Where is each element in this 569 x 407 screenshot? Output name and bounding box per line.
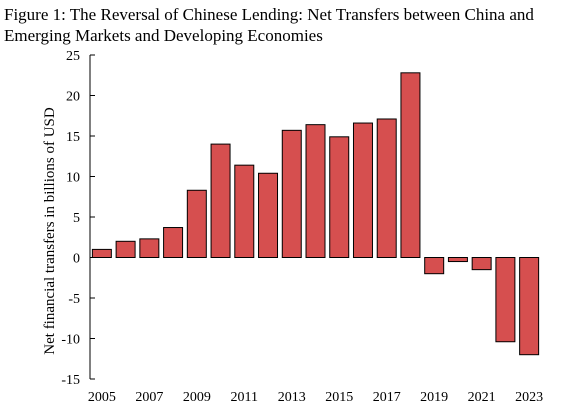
y-tick-label: 5 — [73, 211, 80, 226]
bar-2019 — [424, 257, 445, 275]
y-tick-label: 10 — [66, 171, 80, 186]
x-tick-label: 2007 — [135, 390, 163, 405]
bar-2009 — [186, 189, 207, 259]
bar-2022 — [495, 257, 516, 343]
x-tick-label: 2011 — [231, 390, 258, 405]
bar-2017 — [376, 118, 397, 258]
y-tick-label: 0 — [73, 252, 80, 267]
bar-2006 — [115, 240, 136, 259]
bar-2012 — [258, 172, 279, 258]
bar-2015 — [329, 136, 350, 258]
x-tick-label: 2017 — [373, 390, 401, 405]
bar-2010 — [210, 143, 231, 259]
chart-title: Figure 1: The Reversal of Chinese Lendin… — [4, 5, 534, 45]
bar-2005 — [91, 248, 112, 258]
y-tick-label: 15 — [66, 130, 80, 145]
y-tick-label: 20 — [66, 90, 80, 105]
x-tick-label: 2015 — [325, 390, 353, 405]
bar-2008 — [163, 227, 184, 258]
bar-2023 — [519, 257, 540, 356]
x-tick-label: 2021 — [468, 390, 496, 405]
bar-2014 — [305, 124, 326, 258]
bar-2011 — [234, 164, 255, 258]
bar-2013 — [281, 129, 302, 258]
bar-2018 — [400, 72, 421, 258]
x-tick-label: 2013 — [278, 390, 306, 405]
x-tick-label: 2019 — [420, 390, 448, 405]
y-tick-label: -15 — [61, 373, 80, 388]
y-tick-label: 25 — [66, 49, 80, 64]
bar-2016 — [352, 122, 373, 259]
y-tick-label: -10 — [61, 333, 80, 348]
x-tick-label: 2009 — [183, 390, 211, 405]
x-tick-label: 2005 — [88, 390, 116, 405]
bar-2020 — [447, 257, 468, 263]
y-axis-title: Net financial transfers in billions of U… — [42, 107, 58, 355]
bar-2021 — [471, 257, 492, 271]
x-tick-label: 2023 — [515, 390, 543, 405]
y-tick-label: -5 — [68, 292, 80, 307]
bar-2007 — [139, 238, 160, 258]
bars — [91, 72, 540, 356]
